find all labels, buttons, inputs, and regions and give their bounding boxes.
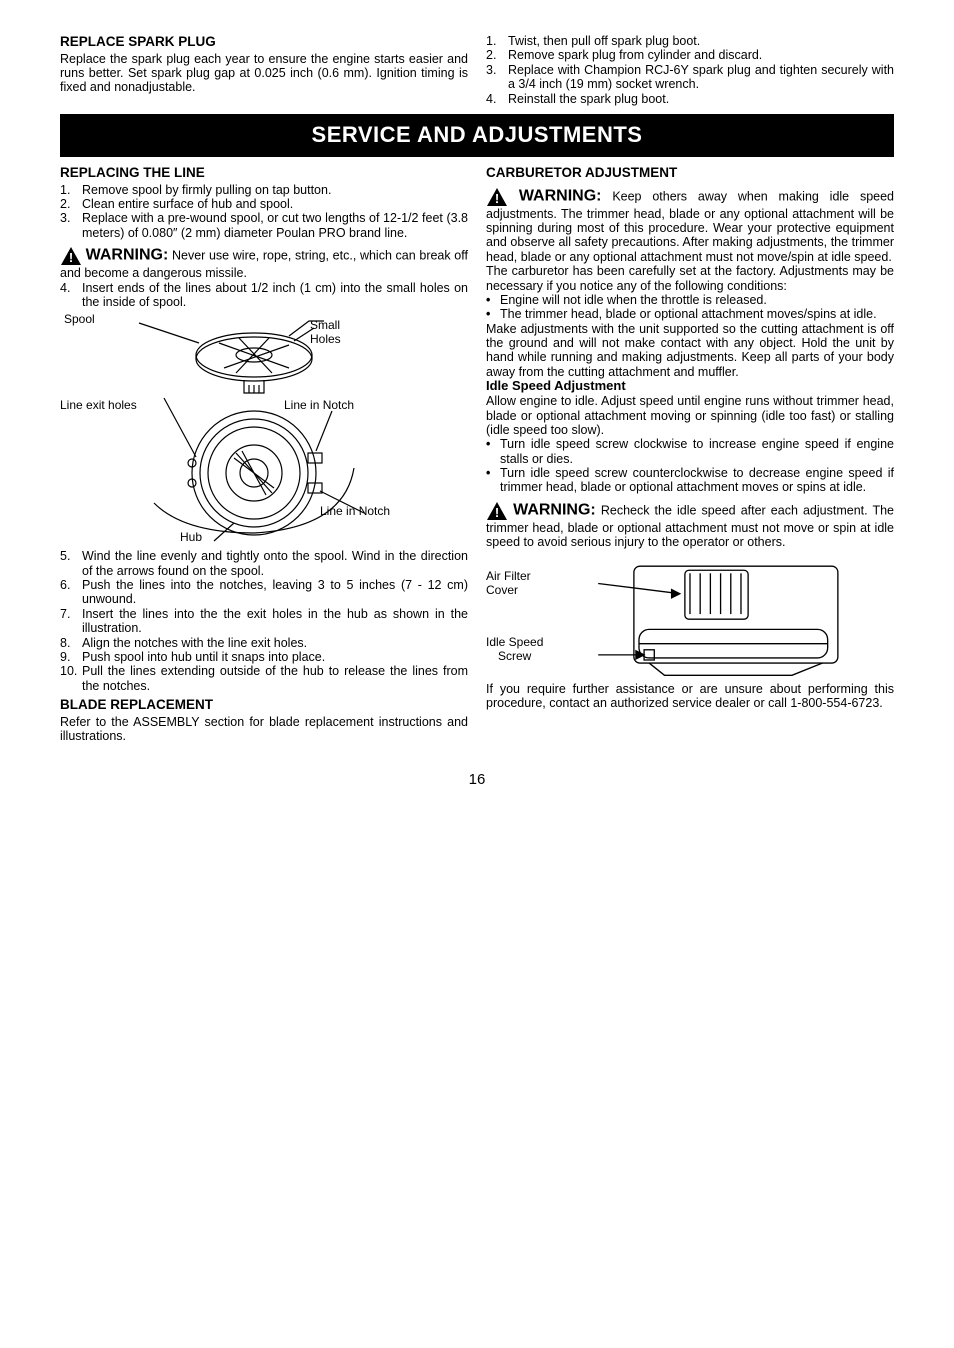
list-item: 4.Insert ends of the lines about 1/2 inc…: [60, 281, 468, 310]
fig-label-lineexit: Line exit holes: [60, 399, 137, 413]
svg-text:!: !: [69, 250, 73, 265]
blade-para: Refer to the ASSEMBLY section for blade …: [60, 715, 468, 744]
list-item: 8.Align the notches with the line exit h…: [60, 636, 468, 650]
spark-steps: 1.Twist, then pull off spark plug boot. …: [486, 34, 894, 106]
replace-line-steps-1: 1.Remove spool by firmly pulling on tap …: [60, 183, 468, 241]
list-item: 5.Wind the line evenly and tightly onto …: [60, 549, 468, 578]
fig-label-hub: Hub: [180, 531, 202, 545]
warning-block-2: ! WARNING: Keep others away when making …: [486, 187, 894, 265]
warning-label: WARNING:: [86, 246, 169, 263]
spark-para: Replace the spark plug each year to ensu…: [60, 52, 468, 95]
carb-para-1: The carburetor has been carefully set at…: [486, 264, 894, 293]
replace-line-steps-2: 4.Insert ends of the lines about 1/2 inc…: [60, 281, 468, 310]
fig-label-small: Small: [310, 319, 340, 333]
list-item: 7.Insert the lines into the the exit hol…: [60, 607, 468, 636]
list-item: •Turn idle speed screw counterclockwise …: [486, 466, 894, 495]
carb-title: CARBURETOR ADJUSTMENT: [486, 165, 894, 181]
section-banner: SERVICE AND ADJUSTMENTS: [60, 114, 894, 157]
spark-plug-section: REPLACE SPARK PLUG Replace the spark plu…: [60, 34, 894, 106]
warning-icon: !: [60, 246, 82, 266]
warning-label: WARNING:: [519, 187, 602, 204]
list-item: •Turn idle speed screw clockwise to incr…: [486, 437, 894, 466]
svg-text:!: !: [495, 505, 499, 520]
list-item: •The trimmer head, blade or optional att…: [486, 307, 894, 321]
list-item: 10.Pull the lines extending outside of t…: [60, 664, 468, 693]
main-columns: REPLACING THE LINE 1.Remove spool by fir…: [60, 165, 894, 743]
list-item: 3.Replace with a pre-wound spool, or cut…: [60, 211, 468, 240]
carb-bullets-1: •Engine will not idle when the throttle …: [486, 293, 894, 322]
fig-label-holes: Holes: [310, 333, 341, 347]
replace-line-steps-3: 5.Wind the line evenly and tightly onto …: [60, 549, 468, 693]
list-item: 3.Replace with Champion RCJ-6Y spark plu…: [486, 63, 894, 92]
fig2-airfilter1: Air Filter: [486, 570, 531, 584]
idle-title: Idle Speed Adjustment: [486, 379, 894, 394]
spark-title: REPLACE SPARK PLUG: [60, 34, 468, 50]
fig2-airfilter2: Cover: [486, 584, 518, 598]
carburetor-diagram: Air Filter Cover Idle Speed Screw: [486, 558, 894, 678]
spool-diagram: Spool Small Holes Line exit holes Line i…: [60, 313, 468, 543]
list-item: 1.Remove spool by firmly pulling on tap …: [60, 183, 468, 197]
spark-left-col: REPLACE SPARK PLUG Replace the spark plu…: [60, 34, 468, 106]
page-number: 16: [60, 771, 894, 788]
warning-block-1: ! WARNING: Never use wire, rope, string,…: [60, 246, 468, 280]
spark-right-col: 1.Twist, then pull off spark plug boot. …: [486, 34, 894, 106]
fig2-idle1: Idle Speed: [486, 636, 543, 650]
list-item: 2.Clean entire surface of hub and spool.: [60, 197, 468, 211]
fig-label-spool: Spool: [64, 313, 95, 327]
replace-line-title: REPLACING THE LINE: [60, 165, 468, 181]
list-item: •Engine will not idle when the throttle …: [486, 293, 894, 307]
warning-icon: !: [486, 501, 508, 521]
list-item: 6.Push the lines into the notches, leavi…: [60, 578, 468, 607]
list-item: 9.Push spool into hub until it snaps int…: [60, 650, 468, 664]
fig2-idle2: Screw: [498, 650, 531, 664]
list-item: 1.Twist, then pull off spark plug boot.: [486, 34, 894, 48]
carb-para-4: If you require further assistance or are…: [486, 682, 894, 711]
list-item: 4.Reinstall the spark plug boot.: [486, 92, 894, 106]
blade-title: BLADE REPLACEMENT: [60, 697, 468, 713]
list-item: 2.Remove spark plug from cylinder and di…: [486, 48, 894, 62]
right-column: CARBURETOR ADJUSTMENT ! WARNING: Keep ot…: [486, 165, 894, 743]
left-column: REPLACING THE LINE 1.Remove spool by fir…: [60, 165, 468, 743]
svg-text:!: !: [495, 191, 499, 206]
warning-icon: !: [486, 187, 508, 207]
warning-block-3: ! WARNING: Recheck the idle speed after …: [486, 501, 894, 550]
carb-para-3: Allow engine to idle. Adjust speed until…: [486, 394, 894, 437]
carb-bullets-2: •Turn idle speed screw clockwise to incr…: [486, 437, 894, 495]
fig-label-notch-b: Line in Notch: [320, 505, 390, 519]
fig-label-notch-a: Line in Notch: [284, 399, 354, 413]
warning-label: WARNING:: [513, 501, 596, 518]
carb-para-2: Make adjustments with the unit supported…: [486, 322, 894, 380]
